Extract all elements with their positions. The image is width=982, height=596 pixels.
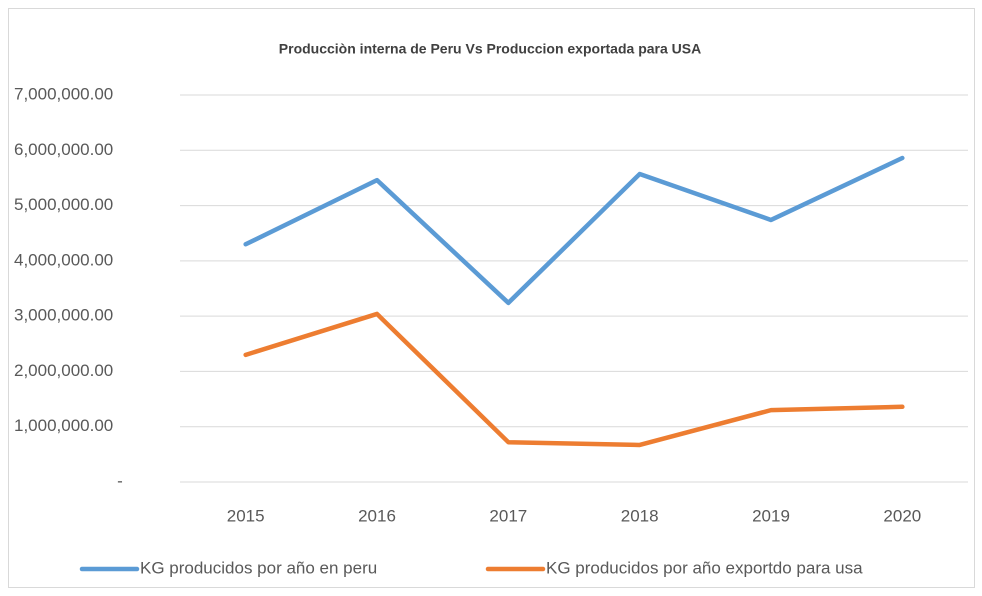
- chart-border: [8, 8, 975, 588]
- legend-label: KG producidos por año en peru: [140, 558, 377, 577]
- series-line: [243, 155, 905, 306]
- y-tick-label: 3,000,000.00: [14, 306, 113, 325]
- x-tick-label: 2017: [489, 506, 527, 525]
- y-tick-label: 4,000,000.00: [14, 250, 113, 269]
- x-tick-label: 2015: [227, 506, 265, 525]
- chart-title: Producciòn interna de Peru Vs Produccion…: [279, 41, 701, 57]
- x-tick-label: 2016: [358, 506, 396, 525]
- y-tick-label: 2,000,000.00: [14, 361, 113, 380]
- legend-label: KG producidos por año exportdo para usa: [546, 558, 863, 577]
- y-tick-label: 7,000,000.00: [14, 84, 113, 103]
- y-tick-label: -: [117, 471, 123, 490]
- x-tick-label: 2018: [621, 506, 659, 525]
- y-tick-label: 6,000,000.00: [14, 140, 113, 159]
- x-tick-label: 2019: [752, 506, 790, 525]
- y-tick-label: 1,000,000.00: [14, 416, 113, 435]
- y-tick-label: 5,000,000.00: [14, 195, 113, 214]
- series-line: [243, 311, 905, 448]
- x-tick-label: 2020: [883, 506, 921, 525]
